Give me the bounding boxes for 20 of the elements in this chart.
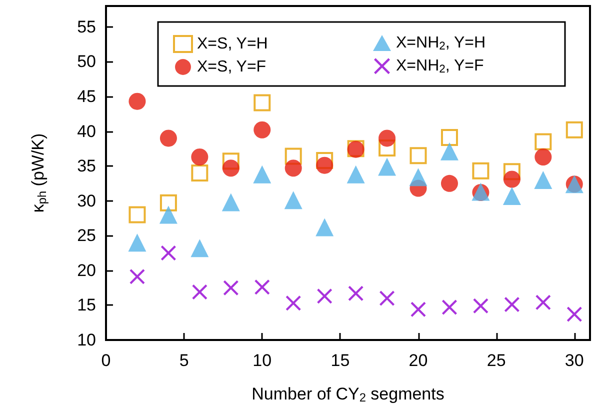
- x-tick-label: 5: [179, 351, 189, 370]
- y-tick-label: 15: [77, 296, 96, 315]
- x-tick-label: 20: [408, 351, 428, 370]
- legend-label: X=S, Y=H: [197, 36, 268, 52]
- y-tick-label: 20: [77, 260, 96, 280]
- y-tick-label: 30: [77, 191, 96, 210]
- y-tick-label: 50: [77, 52, 96, 72]
- x-tick-label: 10: [252, 351, 272, 370]
- y-tick-label: 25: [77, 226, 96, 246]
- y-tick-label: 45: [77, 86, 96, 106]
- legend-label: X=S, Y=F: [197, 58, 266, 76]
- x-tick-label: 15: [330, 351, 350, 370]
- y-axis-title: κph (pW/K): [28, 133, 49, 213]
- y-tick-label: 35: [77, 156, 96, 176]
- x-tick-label: 25: [486, 351, 506, 370]
- y-tick-label: 55: [77, 17, 96, 36]
- y-tick-label: 40: [77, 122, 96, 141]
- x-tick-label: 30: [564, 351, 584, 370]
- y-tick-label: 10: [77, 330, 96, 350]
- x-tick-label: 0: [101, 351, 111, 370]
